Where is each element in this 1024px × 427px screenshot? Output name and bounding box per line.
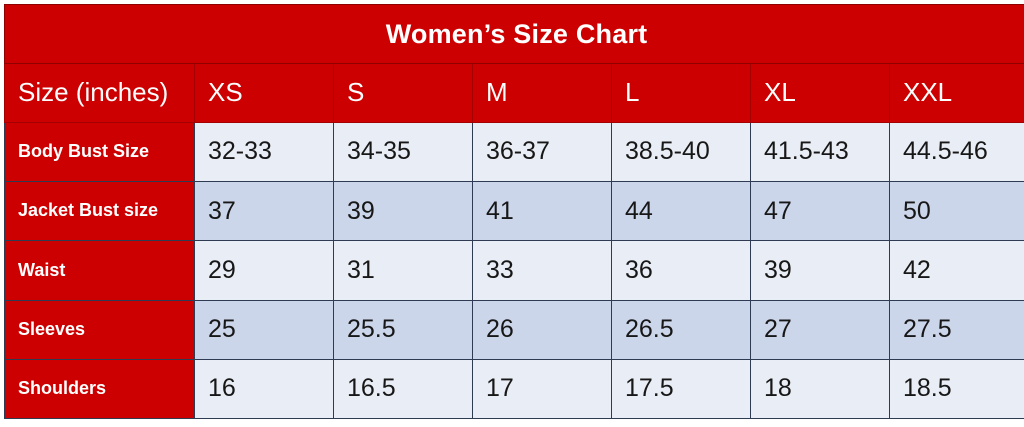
measurement-value: 29	[208, 255, 236, 284]
chart-title-cell: Women’s Size Chart	[3, 4, 1024, 64]
measurement-label-cell: Sleeves	[4, 299, 195, 360]
measurement-value-cell: 16	[194, 358, 334, 420]
measurement-label: Waist	[18, 259, 66, 280]
measurement-value-cell: 29	[194, 240, 334, 301]
measurement-value: 38.5-40	[625, 137, 710, 166]
table-row: Jacket Bust size 37 39 41 44 47 50	[4, 181, 1024, 242]
measurement-value: 26.5	[625, 314, 674, 343]
measurement-value: 17.5	[625, 374, 674, 403]
measurement-value: 25	[208, 314, 236, 343]
measurement-value: 41	[486, 196, 514, 225]
size-header-cell-xxl: XXL	[888, 63, 1024, 123]
size-header-cell-m: M	[472, 63, 612, 123]
measurement-value: 39	[347, 196, 375, 225]
measurement-value: 36-37	[486, 137, 550, 166]
measurement-value: 50	[903, 196, 931, 225]
size-header-cell-l: L	[611, 63, 751, 123]
measurement-value-cell: 37	[194, 181, 334, 242]
measurement-value-cell: 44	[611, 181, 751, 242]
size-header-label-xs: XS	[208, 77, 243, 108]
size-header-label-xxl: XXL	[903, 77, 953, 108]
unit-header-label: Size (inches)	[18, 77, 169, 108]
measurement-value: 37	[208, 196, 236, 225]
size-header-label-m: M	[486, 77, 508, 108]
table-row: Waist 29 31 33 36 39 42	[4, 240, 1024, 301]
measurement-value-cell: 41.5-43	[750, 121, 890, 183]
measurement-value: 39	[764, 255, 792, 284]
measurement-value-cell: 36	[611, 240, 751, 301]
measurement-label: Body Bust Size	[18, 141, 150, 162]
measurement-value-cell: 17	[472, 358, 612, 420]
size-header-label-xl: XL	[764, 77, 796, 108]
measurement-value-cell: 32-33	[194, 121, 334, 183]
measurement-label: Sleeves	[18, 318, 86, 339]
size-header-cell-s: S	[333, 63, 473, 123]
measurement-value-cell: 39	[750, 240, 890, 301]
measurement-value: 44	[625, 196, 653, 225]
size-header-cell-xl: XL	[750, 63, 890, 123]
womens-size-chart-table: Women’s Size Chart Size (inches) XS S M …	[3, 4, 1024, 420]
table-row: Shoulders 16 16.5 17 17.5 18 18.5	[4, 358, 1024, 420]
measurement-value: 27	[764, 314, 792, 343]
measurement-value-cell: 50	[888, 181, 1024, 242]
measurement-value-cell: 16.5	[333, 358, 473, 420]
measurement-value-cell: 27.5	[888, 299, 1024, 360]
measurement-value: 18	[764, 374, 792, 403]
table-row: Body Bust Size 32-33 34-35 36-37 38.5-40…	[4, 121, 1024, 183]
measurement-value: 33	[486, 255, 514, 284]
measurement-value-cell: 26	[472, 299, 612, 360]
measurement-value: 16	[208, 374, 236, 403]
measurement-value-cell: 39	[333, 181, 473, 242]
measurement-value: 42	[903, 255, 931, 284]
measurement-label: Jacket Bust size	[18, 200, 159, 221]
measurement-value-cell: 47	[750, 181, 890, 242]
size-header-cell-xs: XS	[194, 63, 334, 123]
measurement-label: Shoulders	[18, 377, 107, 398]
chart-title-row: Women’s Size Chart	[3, 4, 1024, 64]
measurement-value: 31	[347, 255, 375, 284]
measurement-value-cell: 44.5-46	[888, 121, 1024, 183]
measurement-value: 36	[625, 255, 653, 284]
measurement-value-cell: 36-37	[472, 121, 612, 183]
measurement-value-cell: 33	[472, 240, 612, 301]
measurement-value-cell: 27	[750, 299, 890, 360]
measurement-label-cell: Waist	[4, 240, 195, 301]
measurement-value-cell: 18.5	[888, 358, 1024, 420]
measurement-label-cell: Body Bust Size	[4, 121, 195, 183]
measurement-value: 47	[764, 196, 792, 225]
table-row: Sleeves 25 25.5 26 26.5 27 27.5	[4, 299, 1024, 360]
measurement-value-cell: 25	[194, 299, 334, 360]
size-header-label-l: L	[625, 77, 640, 108]
measurement-value: 27.5	[903, 314, 952, 343]
measurement-value-cell: 31	[333, 240, 473, 301]
measurement-value-cell: 17.5	[611, 358, 751, 420]
measurement-value-cell: 34-35	[333, 121, 473, 183]
size-header-row: Size (inches) XS S M L XL XXL	[4, 63, 1024, 123]
measurement-value: 41.5-43	[764, 137, 849, 166]
measurement-value: 32-33	[208, 137, 272, 166]
measurement-label-cell: Jacket Bust size	[4, 181, 195, 242]
measurement-value-cell: 42	[888, 240, 1024, 301]
page-title: Women’s Size Chart	[385, 18, 648, 49]
measurement-value-cell: 26.5	[611, 299, 751, 360]
measurement-label-cell: Shoulders	[4, 358, 195, 420]
measurement-value: 17	[486, 374, 514, 403]
measurement-value-cell: 18	[750, 358, 890, 420]
measurement-value: 16.5	[347, 374, 396, 403]
measurement-value-cell: 25.5	[333, 299, 473, 360]
measurement-value: 26	[486, 314, 514, 343]
size-header-label-s: S	[347, 77, 365, 108]
measurement-value: 34-35	[347, 137, 411, 166]
unit-header-cell: Size (inches)	[4, 63, 195, 123]
measurement-value: 44.5-46	[903, 137, 988, 166]
measurement-value: 25.5	[347, 314, 396, 343]
measurement-value-cell: 41	[472, 181, 612, 242]
measurement-value-cell: 38.5-40	[611, 121, 751, 183]
measurement-value: 18.5	[903, 374, 952, 403]
